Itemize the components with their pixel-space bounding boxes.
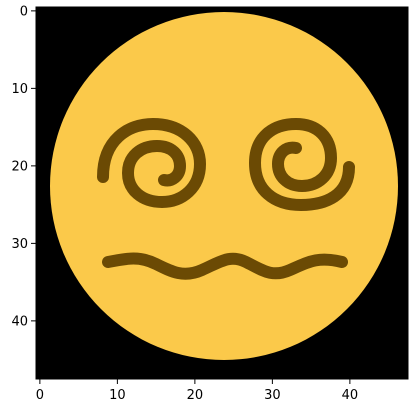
y-tick-label: 30: [11, 237, 28, 252]
right-spiral-eye-icon: [248, 117, 355, 212]
x-tick-label: 0: [36, 388, 44, 403]
dizzy-face-emoji: [50, 12, 398, 360]
y-tick-label: 0: [20, 4, 28, 19]
x-tick-label: 30: [264, 388, 281, 403]
y-tick-label: 10: [11, 82, 28, 97]
left-spiral-eye-icon: [97, 117, 207, 209]
y-axis: 0 10 20 30 40: [11, 4, 36, 329]
y-tick-label: 40: [11, 314, 28, 329]
x-axis: 0 10 20 30 40: [36, 379, 358, 403]
face-circle: [50, 12, 398, 360]
image-area: [36, 7, 408, 379]
x-tick-label: 40: [342, 388, 359, 403]
y-tick-label: 20: [11, 159, 28, 174]
wavy-mouth-icon: [102, 252, 348, 280]
x-tick-label: 20: [187, 388, 204, 403]
plot-frame: [35, 6, 409, 380]
x-tick-label: 10: [109, 388, 126, 403]
